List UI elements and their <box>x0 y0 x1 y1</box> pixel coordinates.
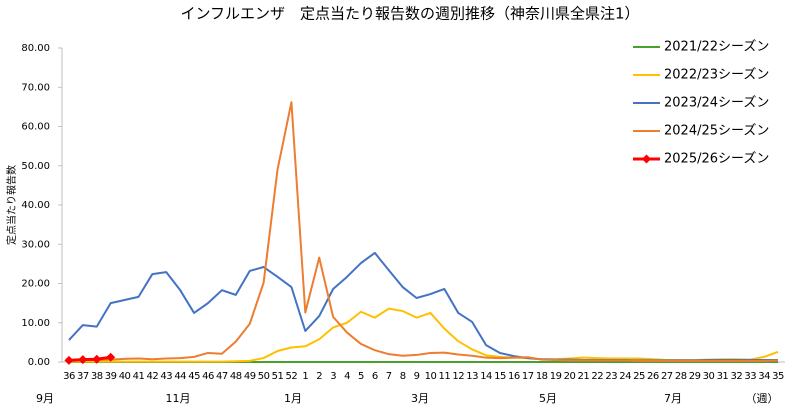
month-label: 3月 <box>411 392 429 405</box>
x-tick-label: 17 <box>522 371 534 382</box>
x-tick-label: 36 <box>63 371 75 382</box>
x-tick-label: 25 <box>633 371 645 382</box>
x-tick-label: 6 <box>372 371 378 382</box>
x-tick-label: 33 <box>744 371 756 382</box>
point-marker <box>106 352 116 362</box>
x-tick-label: 10 <box>425 371 437 382</box>
x-tick-label: 11 <box>438 371 450 382</box>
y-axis-label: 定点当たり報告数 <box>5 165 18 245</box>
series-line <box>68 251 779 362</box>
legend-label: 2023/24シーズン <box>664 95 769 111</box>
series-line <box>68 355 111 362</box>
y-tick-label: 10.00 <box>21 318 50 329</box>
x-tick-label: 39 <box>105 371 117 382</box>
x-tick-label: 14 <box>480 371 492 382</box>
x-tick-label: 24 <box>619 371 631 382</box>
x-tick-label: 22 <box>591 371 603 382</box>
y-tick-label: 40.00 <box>21 200 50 211</box>
x-tick-label: 26 <box>647 371 659 382</box>
month-label: 11月 <box>166 392 191 405</box>
x-tick-label: 34 <box>758 371 770 382</box>
x-tick-label: 43 <box>160 371 172 382</box>
x-tick-label: 50 <box>258 371 270 382</box>
x-tick-label: 29 <box>689 371 701 382</box>
x-tick-label: 35 <box>772 371 784 382</box>
x-tick-label: 52 <box>286 371 298 382</box>
x-tick-label: 45 <box>188 371 200 382</box>
x-tick-label: 19 <box>550 371 562 382</box>
x-tick-label: 47 <box>216 371 228 382</box>
month-label: 7月 <box>664 392 682 405</box>
series-line <box>68 101 779 362</box>
y-tick-label: 20.00 <box>21 279 50 290</box>
month-label: 9月 <box>36 392 54 405</box>
chart-title: インフルエンザ 定点当たり報告数の週別推移（神奈川県全県注1） <box>180 5 639 23</box>
x-tick-label: 18 <box>536 371 548 382</box>
legend-marker <box>642 154 651 164</box>
x-tick-label: 20 <box>564 371 576 382</box>
month-label: （週） <box>746 392 779 405</box>
x-tick-label: 12 <box>452 371 464 382</box>
x-tick-label: 5 <box>358 371 364 382</box>
x-tick-label: 48 <box>230 371 242 382</box>
point-marker <box>92 354 102 364</box>
y-tick-label: 60.00 <box>21 122 50 133</box>
x-tick-label: 41 <box>133 371 145 382</box>
x-tick-label: 51 <box>272 371 284 382</box>
y-tick-label: 0.00 <box>28 357 50 368</box>
x-tick-label: 23 <box>605 371 617 382</box>
legend-label: 2025/26シーズン <box>664 151 769 167</box>
x-tick-label: 27 <box>661 371 673 382</box>
x-tick-label: 32 <box>730 371 742 382</box>
point-marker <box>78 355 88 365</box>
x-tick-label: 49 <box>244 371 256 382</box>
x-tick-label: 28 <box>675 371 687 382</box>
x-tick-label: 15 <box>494 371 506 382</box>
legend-label: 2024/25シーズン <box>664 123 769 139</box>
x-tick-label: 44 <box>174 371 186 382</box>
y-tick-label: 80.00 <box>21 43 50 54</box>
x-tick-label: 9 <box>414 371 420 382</box>
y-tick-label: 30.00 <box>21 239 50 250</box>
month-label: 5月 <box>539 392 557 405</box>
x-tick-label: 13 <box>466 371 478 382</box>
x-tick-label: 31 <box>717 371 729 382</box>
x-tick-label: 42 <box>147 371 159 382</box>
x-tick-label: 30 <box>703 371 715 382</box>
y-tick-label: 70.00 <box>21 82 50 93</box>
point-marker <box>64 355 74 365</box>
x-tick-label: 46 <box>202 371 214 382</box>
x-tick-label: 4 <box>344 371 350 382</box>
legend-label: 2021/22シーズン <box>664 39 769 55</box>
x-tick-label: 7 <box>386 371 392 382</box>
y-tick-label: 50.00 <box>21 161 50 172</box>
legend-label: 2022/23シーズン <box>664 67 769 83</box>
x-tick-label: 38 <box>91 371 103 382</box>
x-tick-label: 37 <box>77 371 89 382</box>
x-tick-label: 3 <box>330 371 336 382</box>
x-tick-label: 1 <box>302 371 308 382</box>
x-tick-label: 21 <box>578 371 590 382</box>
x-tick-label: 40 <box>119 371 131 382</box>
x-tick-label: 2 <box>316 371 322 382</box>
x-tick-label: 16 <box>508 371 520 382</box>
month-label: 1月 <box>284 392 302 405</box>
x-tick-label: 8 <box>400 371 406 382</box>
